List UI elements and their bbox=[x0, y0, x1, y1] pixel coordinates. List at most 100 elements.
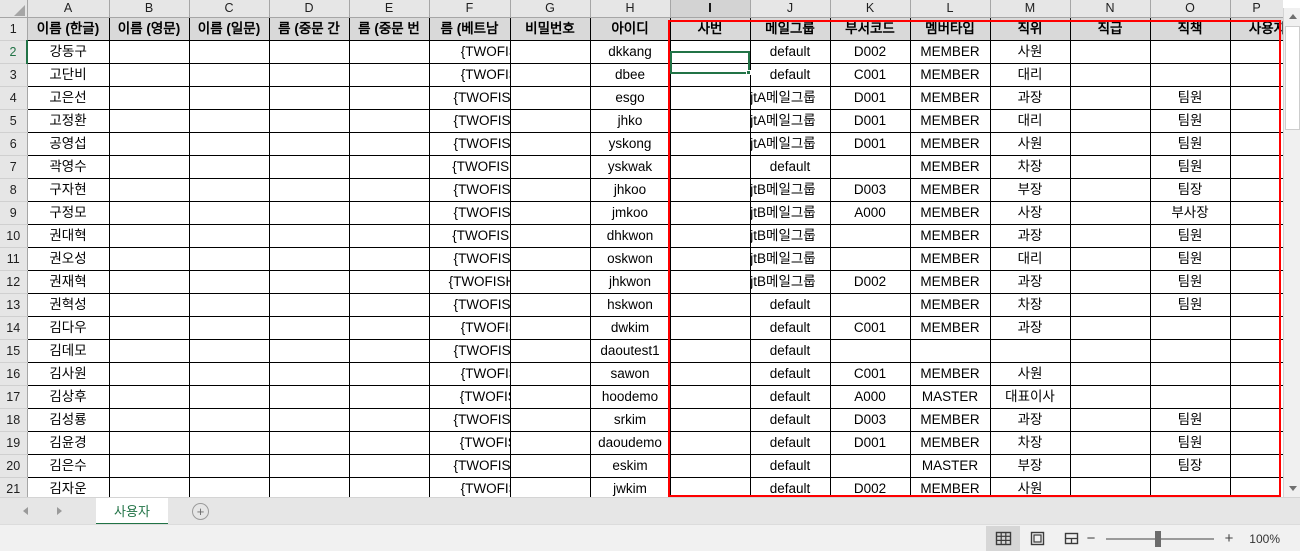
cell-D20[interactable] bbox=[268, 454, 350, 478]
cell-J5[interactable]: PjtA메일그룹 bbox=[749, 109, 831, 133]
cell-B20[interactable] bbox=[108, 454, 190, 478]
page-break-preview-button[interactable] bbox=[1054, 526, 1088, 551]
cell-I12[interactable] bbox=[669, 270, 751, 294]
cell-I19[interactable] bbox=[669, 431, 751, 455]
cell-O12[interactable]: 팀원 bbox=[1149, 270, 1231, 294]
cell-L10[interactable]: MEMBER bbox=[909, 224, 991, 248]
cell-D7[interactable] bbox=[268, 155, 350, 179]
cell-F1[interactable]: 름 (베트남 bbox=[428, 17, 511, 41]
cell-B9[interactable] bbox=[108, 201, 190, 225]
cell-E4[interactable] bbox=[348, 86, 430, 110]
cell-D16[interactable] bbox=[268, 362, 350, 386]
cell-N21[interactable] bbox=[1069, 477, 1151, 497]
cell-G1[interactable]: 비밀번호 bbox=[509, 17, 591, 41]
cell-E6[interactable] bbox=[348, 132, 430, 156]
sheet-tab-active[interactable]: 사용자 bbox=[96, 498, 168, 525]
cell-P12[interactable] bbox=[1229, 270, 1283, 294]
cell-N8[interactable] bbox=[1069, 178, 1151, 202]
cell-N20[interactable] bbox=[1069, 454, 1151, 478]
cell-K21[interactable]: D002 bbox=[829, 477, 911, 497]
cell-P13[interactable] bbox=[1229, 293, 1283, 317]
cell-P18[interactable] bbox=[1229, 408, 1283, 432]
cell-C15[interactable] bbox=[188, 339, 270, 363]
cell-H18[interactable]: srkim bbox=[589, 408, 671, 432]
worksheet-body[interactable]: 1 이름 (한글) 이름 (영문) 이름 (일문) 름 (중문 간 름 (중문 … bbox=[0, 17, 1283, 497]
table-row[interactable]: 1 이름 (한글) 이름 (영문) 이름 (일문) 름 (중문 간 름 (중문 … bbox=[0, 17, 1283, 41]
cell-K15[interactable] bbox=[829, 339, 911, 363]
cell-O13[interactable]: 팀원 bbox=[1149, 293, 1231, 317]
cell-J16[interactable]: default bbox=[749, 362, 831, 386]
cell-H9[interactable]: jmkoo bbox=[589, 201, 671, 225]
cell-F11[interactable]: {TWOFISH}wnzNXMjmEmTr bbox=[428, 247, 511, 271]
cell-M4[interactable]: 과장 bbox=[989, 86, 1071, 110]
cell-H20[interactable]: eskim bbox=[589, 454, 671, 478]
column-header-J[interactable]: J bbox=[750, 0, 831, 18]
cell-O9[interactable]: 부사장 bbox=[1149, 201, 1231, 225]
cell-C1[interactable]: 이름 (일문) bbox=[188, 17, 270, 41]
cell-E14[interactable] bbox=[348, 316, 430, 340]
cell-L6[interactable]: MEMBER bbox=[909, 132, 991, 156]
cell-P11[interactable] bbox=[1229, 247, 1283, 271]
cell-C8[interactable] bbox=[188, 178, 270, 202]
cell-B18[interactable] bbox=[108, 408, 190, 432]
cell-L12[interactable]: MEMBER bbox=[909, 270, 991, 294]
cell-C9[interactable] bbox=[188, 201, 270, 225]
cell-D5[interactable] bbox=[268, 109, 350, 133]
cell-B12[interactable] bbox=[108, 270, 190, 294]
cell-C17[interactable] bbox=[188, 385, 270, 409]
cell-M2[interactable]: 사원 bbox=[989, 40, 1071, 64]
cell-F18[interactable]: {TWOFISH}wnzNXMjmEmTr bbox=[428, 408, 511, 432]
cell-C12[interactable] bbox=[188, 270, 270, 294]
cell-L5[interactable]: MEMBER bbox=[909, 109, 991, 133]
cell-K11[interactable] bbox=[829, 247, 911, 271]
cell-J10[interactable]: PjtB메일그룹 bbox=[749, 224, 831, 248]
cell-B17[interactable] bbox=[108, 385, 190, 409]
cell-C2[interactable] bbox=[188, 40, 270, 64]
cell-P19[interactable] bbox=[1229, 431, 1283, 455]
cell-J8[interactable]: PjtB메일그룹 bbox=[749, 178, 831, 202]
cell-L17[interactable]: MASTER bbox=[909, 385, 991, 409]
cell-A2[interactable]: 강동구 bbox=[26, 40, 110, 64]
cell-H1[interactable]: 아이디 bbox=[589, 17, 671, 41]
row-header-15[interactable]: 15 bbox=[0, 339, 28, 363]
cell-E10[interactable] bbox=[348, 224, 430, 248]
cell-J3[interactable]: default bbox=[749, 63, 831, 87]
cell-I1[interactable]: 사번 bbox=[669, 17, 751, 41]
cell-E5[interactable] bbox=[348, 109, 430, 133]
worksheet-table[interactable]: A B C D E F G H I J K L M N O P bbox=[0, 0, 1283, 497]
cell-E11[interactable] bbox=[348, 247, 430, 271]
cell-H3[interactable]: dbee bbox=[589, 63, 671, 87]
cell-G2[interactable] bbox=[509, 40, 591, 64]
column-header-C[interactable]: C bbox=[189, 0, 270, 18]
cell-B21[interactable] bbox=[108, 477, 190, 497]
cell-O4[interactable]: 팀원 bbox=[1149, 86, 1231, 110]
cell-E1[interactable]: 름 (중문 번 bbox=[348, 17, 430, 41]
cell-L18[interactable]: MEMBER bbox=[909, 408, 991, 432]
cell-C13[interactable] bbox=[188, 293, 270, 317]
cell-K4[interactable]: D001 bbox=[829, 86, 911, 110]
cell-M10[interactable]: 과장 bbox=[989, 224, 1071, 248]
cell-L3[interactable]: MEMBER bbox=[909, 63, 991, 87]
cell-A15[interactable]: 김데모 bbox=[26, 339, 110, 363]
row-header-4[interactable]: 4 bbox=[0, 86, 28, 110]
cell-D11[interactable] bbox=[268, 247, 350, 271]
cell-B13[interactable] bbox=[108, 293, 190, 317]
cell-I21[interactable] bbox=[669, 477, 751, 497]
cell-M14[interactable]: 과장 bbox=[989, 316, 1071, 340]
cell-A8[interactable]: 구자현 bbox=[26, 178, 110, 202]
cell-J9[interactable]: PjtB메일그룹 bbox=[749, 201, 831, 225]
cell-B1[interactable]: 이름 (영문) bbox=[108, 17, 190, 41]
cell-G6[interactable] bbox=[509, 132, 591, 156]
cell-F8[interactable]: {TWOFISH}wnzNXMjmEmTr bbox=[428, 178, 511, 202]
cell-A14[interactable]: 김다우 bbox=[26, 316, 110, 340]
cell-I6[interactable] bbox=[669, 132, 751, 156]
cell-K19[interactable]: D001 bbox=[829, 431, 911, 455]
cell-G3[interactable] bbox=[509, 63, 591, 87]
cell-L2[interactable]: MEMBER bbox=[909, 40, 991, 64]
